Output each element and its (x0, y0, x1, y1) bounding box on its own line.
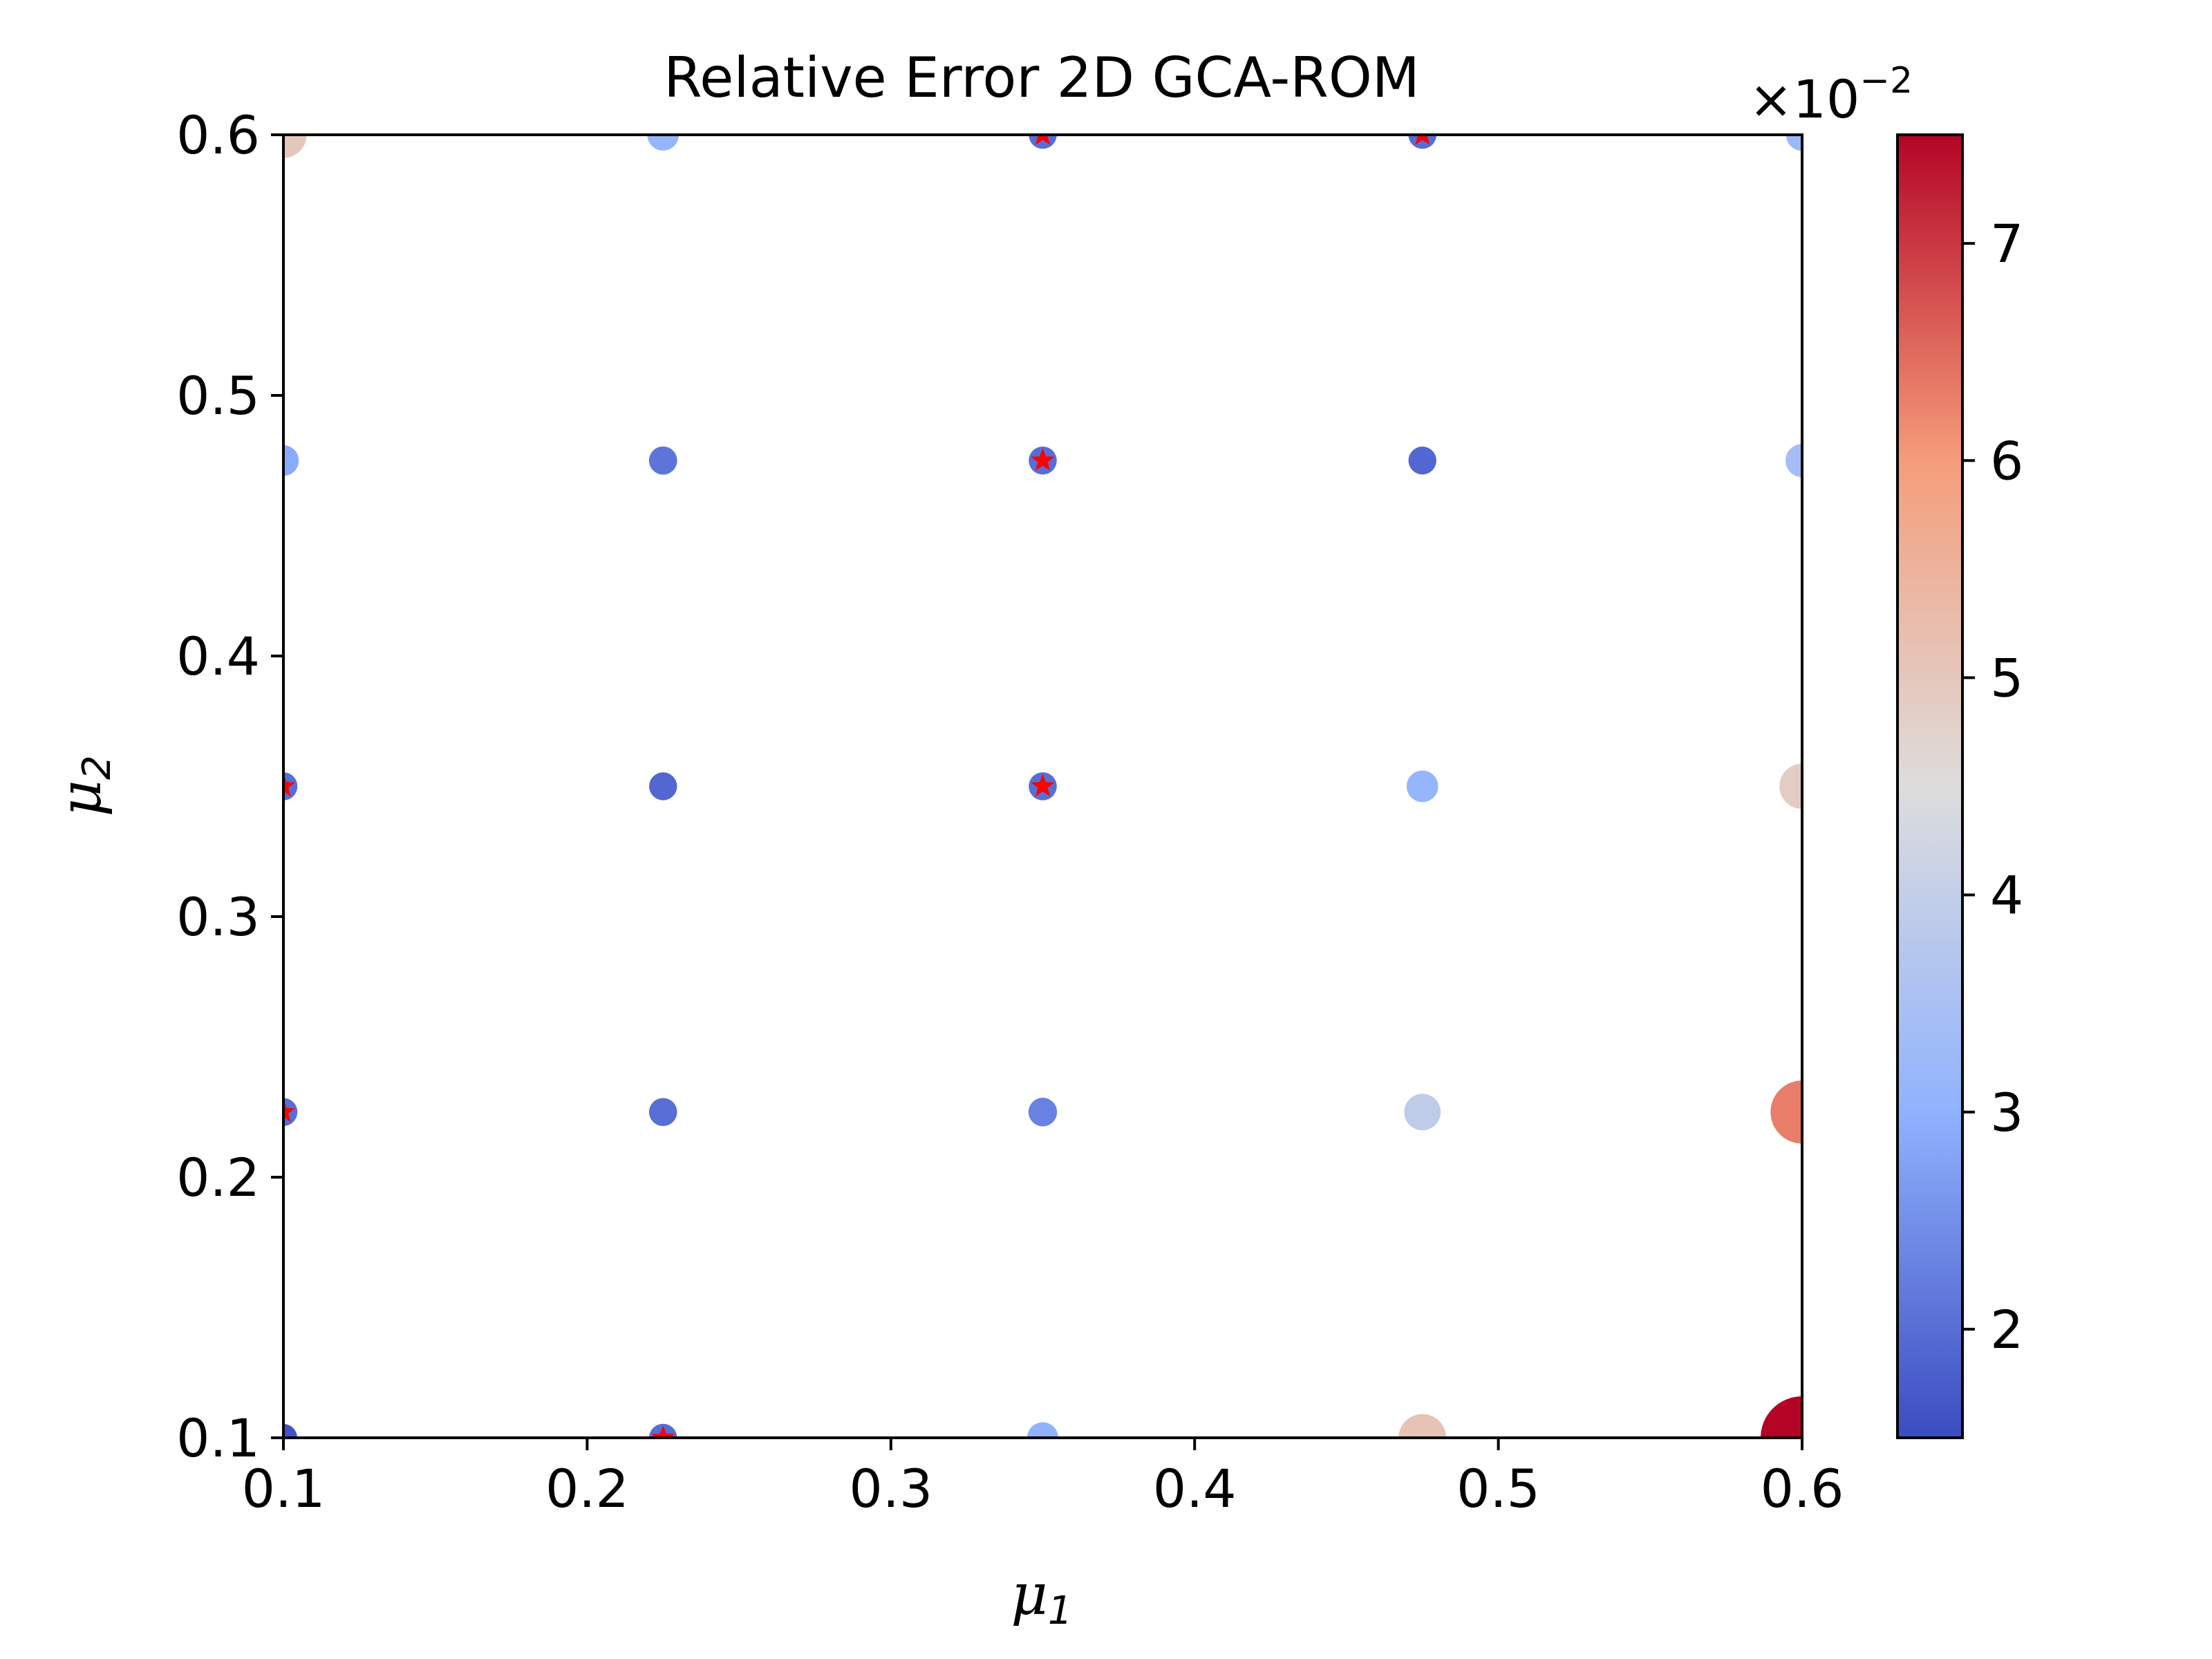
x-axis-label-subscript: 1 (1048, 1588, 1073, 1633)
x-tick-label: 0.2 (545, 1458, 629, 1519)
y-tick-label: 0.1 (176, 1407, 260, 1469)
x-axis-ticks: 0.1 0.2 0.3 0.4 0.5 0.6 (242, 1438, 1844, 1519)
training-marker (651, 1425, 675, 1438)
scatter-point (647, 135, 679, 151)
y-tick-label: 0.2 (176, 1147, 260, 1208)
scatter-point (648, 1098, 677, 1127)
x-axis-label: μ1 (1011, 1562, 1073, 1633)
scatter-point (283, 1424, 297, 1438)
scatter-point (649, 772, 677, 800)
y-tick-label: 0.4 (176, 626, 260, 687)
x-axis-label-symbol: μ (1011, 1562, 1048, 1628)
y-axis-label-subscript: 2 (75, 756, 120, 780)
y-axis-label: μ2 (48, 756, 120, 817)
x-tick-label: 0.4 (1153, 1458, 1237, 1519)
scatter-point (1406, 770, 1438, 803)
training-markers (283, 135, 1430, 1438)
colorbar-multiplier-exponent: −2 (1859, 60, 1913, 102)
x-tick-label: 0.3 (849, 1458, 932, 1519)
scatter-point (283, 445, 299, 476)
x-tick-label: 0.6 (1761, 1458, 1844, 1519)
colorbar-tick-label: 3 (1990, 1082, 2023, 1143)
scatter-point (1408, 135, 1437, 149)
colorbar-tick-label: 5 (1990, 647, 2023, 709)
scatter-point (1770, 1080, 1802, 1144)
training-marker (1031, 774, 1055, 797)
colorbar-tick-label: 4 (1990, 865, 2023, 926)
colorbar-ticks: 2 3 4 5 6 7 (1962, 213, 2023, 1360)
colorbar-multiplier-base: ×10 (1749, 68, 1859, 130)
y-tick-label: 0.6 (176, 104, 260, 166)
y-axis-label-symbol: μ (48, 780, 114, 816)
training-marker (1415, 135, 1430, 145)
scatter-point (1785, 444, 1802, 478)
y-axis-label-group: μ2 (48, 756, 120, 817)
training-marker (283, 1099, 296, 1123)
scatter-points (283, 135, 1802, 1438)
scatter-point (1408, 447, 1436, 475)
training-marker (283, 774, 296, 797)
scatter-point (1785, 135, 1802, 151)
scatter-point (648, 446, 677, 475)
colorbar-tick-label: 2 (1990, 1299, 2023, 1360)
chart-title: Relative Error 2D GCA-ROM (664, 46, 1420, 110)
scatter-point (1761, 1396, 1802, 1438)
colorbar-tick-label: 6 (1990, 430, 2023, 491)
scatter-point (1028, 1098, 1058, 1127)
colorbar-multiplier: ×10−2 (1749, 60, 1913, 130)
training-marker (1035, 135, 1051, 145)
colorbar-tick-label: 7 (1990, 213, 2023, 274)
scatter-point (283, 135, 307, 158)
plot-frame (282, 133, 1803, 1439)
scatter-point (1029, 135, 1057, 149)
y-tick-label: 0.3 (176, 886, 260, 948)
scatter-point (1779, 763, 1802, 809)
scatter-point (1404, 1094, 1441, 1131)
x-tick-label: 0.1 (242, 1458, 326, 1519)
training-marker (1031, 448, 1055, 471)
y-axis-ticks: 0.1 0.2 0.3 0.4 0.5 0.6 (176, 104, 283, 1469)
colorbar-frame (1896, 133, 1964, 1439)
colorbar (1897, 135, 1962, 1438)
scatter-point (1398, 1414, 1447, 1438)
x-tick-label: 0.5 (1456, 1458, 1540, 1519)
scatter-point (1027, 1422, 1058, 1438)
y-tick-label: 0.5 (176, 365, 260, 427)
